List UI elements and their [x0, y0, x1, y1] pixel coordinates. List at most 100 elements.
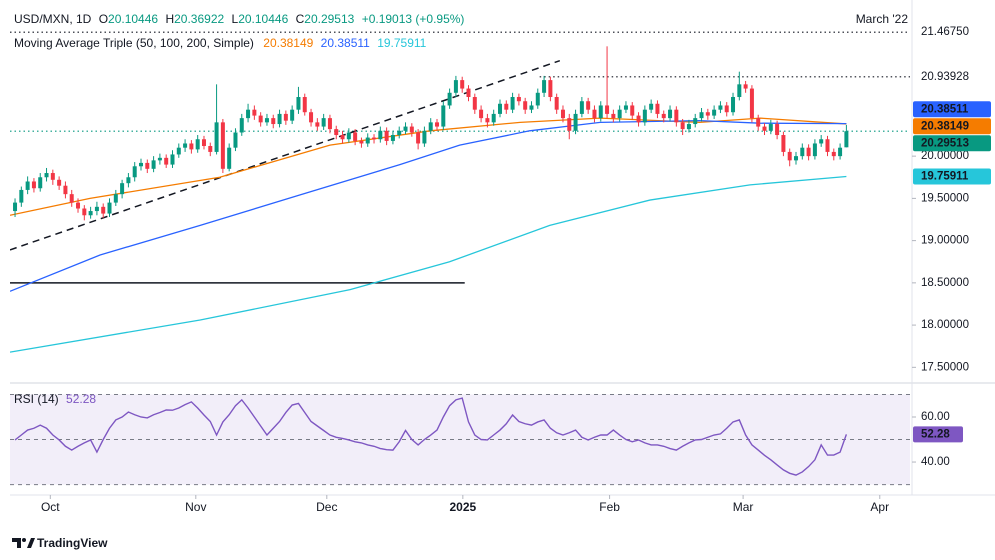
ohlc-value: 20.36922	[174, 12, 224, 26]
candle-body	[705, 112, 710, 116]
candle-body	[107, 202, 112, 214]
y-tick-label: 20.00000	[921, 150, 969, 162]
candle-body	[31, 181, 36, 189]
change: +0.19013 (+0.95%)	[362, 12, 465, 26]
price-tag: 20.93928	[921, 71, 969, 83]
price-tag: 19.75911	[921, 171, 969, 183]
candle-body	[327, 118, 332, 130]
header-line: USD/MXN, 1D O20.10446 H20.36922 L20.1044…	[14, 12, 464, 26]
candle-body	[101, 206, 106, 214]
footer-text: TradingView	[37, 536, 108, 550]
candle-body	[743, 84, 748, 89]
ohlc-key: O	[99, 12, 108, 26]
candle-body	[497, 103, 502, 114]
candle-body	[592, 109, 597, 119]
price-tag-bg	[913, 118, 991, 135]
candle-body	[13, 202, 18, 212]
candle-body	[82, 208, 87, 216]
moving-average	[10, 120, 847, 292]
rsi-tick-label: 40.00	[921, 456, 950, 468]
candle-body	[812, 143, 817, 157]
candle-body	[441, 105, 446, 127]
x-tick-label: Oct	[41, 500, 60, 514]
price-tag-bg	[913, 101, 991, 118]
candle-body	[794, 156, 799, 161]
candle-body	[718, 105, 723, 110]
candle-body	[466, 88, 471, 98]
candle-body	[806, 147, 811, 157]
candle-body	[800, 147, 805, 157]
candle-body	[94, 206, 99, 212]
candle-body	[787, 151, 792, 161]
candle-body	[334, 129, 339, 136]
candle-body	[504, 103, 509, 110]
ohlc-value: 20.29513	[304, 12, 354, 26]
candle-body	[189, 143, 194, 150]
candle-body	[145, 162, 150, 169]
candle-body	[435, 122, 440, 127]
ohlc-key: C	[296, 12, 305, 26]
candle-body	[485, 118, 490, 123]
candle-body	[76, 202, 81, 209]
candle-body	[183, 143, 188, 148]
candle-body	[668, 109, 673, 119]
candle-body	[264, 118, 269, 123]
candle-body	[516, 97, 521, 102]
candle-body	[372, 137, 377, 140]
logo-mark	[27, 538, 35, 548]
candle-body	[598, 105, 603, 119]
x-tick-label: Mar	[733, 500, 754, 514]
candle-body	[340, 135, 345, 140]
scales: 17.50000 18.00000 18.50000 19.00000 19.50000…	[41, 26, 991, 514]
candle-body	[397, 130, 402, 136]
candle-body	[176, 147, 181, 155]
candle-body	[384, 130, 389, 141]
candle-body	[201, 139, 206, 147]
price-tag: 20.38511	[921, 103, 969, 115]
candle-body	[50, 173, 55, 180]
candle-body	[535, 92, 540, 106]
candle-body	[126, 177, 131, 184]
candle-body	[69, 194, 74, 203]
candle-body	[605, 105, 610, 114]
candle-body	[214, 122, 219, 152]
candle-body	[120, 183, 125, 195]
rsi-value: 52.28	[66, 392, 96, 406]
candle-body	[113, 194, 118, 203]
price-tag: 20.38149	[921, 120, 969, 132]
candle-body	[453, 80, 458, 93]
candle-body	[573, 113, 578, 131]
candle-body	[586, 101, 591, 110]
candle-body	[712, 109, 717, 116]
candle-body	[170, 154, 175, 165]
candle-body	[674, 109, 679, 123]
candle-body	[403, 126, 408, 131]
candle-body	[220, 122, 225, 169]
candle-body	[208, 146, 213, 152]
ma-value: 19.75911	[377, 36, 426, 50]
candle-body	[554, 97, 559, 110]
candle-body	[781, 135, 786, 152]
rsi-tag-bg	[913, 426, 963, 443]
candle-body	[642, 109, 647, 123]
candle-body	[655, 103, 660, 114]
candle-body	[479, 109, 484, 119]
candle-body	[359, 140, 364, 144]
candle-body	[768, 124, 773, 131]
y-tick-label: 19.00000	[921, 235, 969, 247]
logo-mark	[12, 538, 21, 548]
moving-average	[10, 175, 847, 353]
candle-body	[233, 132, 238, 148]
ohlc-value: 20.10446	[108, 12, 158, 26]
moving-average	[10, 117, 847, 216]
x-tick-label: Feb	[599, 500, 620, 514]
indicator-line: Moving Average Triple (50, 100, 200, Sim…	[14, 36, 427, 50]
candle-body	[491, 113, 496, 123]
candle-body	[623, 105, 628, 110]
candle-body	[346, 132, 351, 140]
candle-body	[296, 97, 301, 110]
candle-body	[510, 97, 515, 110]
x-tick-label: Nov	[185, 500, 206, 514]
candle-body	[132, 166, 137, 178]
x-tick-label: 2025	[449, 500, 476, 514]
